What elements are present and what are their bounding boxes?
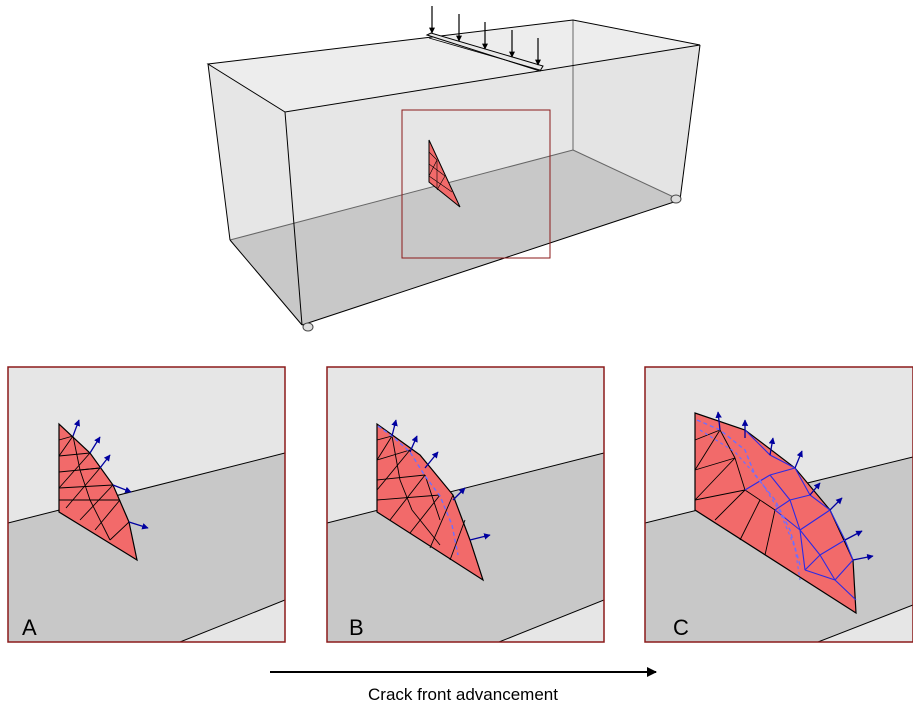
panel-label-b: B: [349, 615, 364, 640]
front-arrow-icon: [391, 419, 491, 541]
beam-right-face: [573, 20, 700, 200]
panel-label-c: C: [673, 615, 689, 640]
down-arrow-icon: [429, 6, 541, 66]
panel-label-a: A: [22, 615, 37, 640]
beam-edges: [206, 19, 701, 326]
front-arrow-icon: [72, 419, 149, 530]
caption-crack-front-advancement: Crack front advancement: [368, 685, 558, 704]
roller-support-icon: [670, 194, 682, 204]
panel-b: B: [326, 366, 605, 643]
front-arrow-icon: [715, 411, 874, 561]
beam-top-face: [208, 20, 700, 112]
beam-3d-view: [206, 6, 701, 332]
initial-crack: [428, 139, 461, 208]
beam-floor-face: [230, 150, 680, 325]
panel-a: A: [7, 366, 286, 643]
roller-support-icon: [302, 322, 314, 332]
inset-frame: [401, 109, 551, 259]
panel-c: C: [644, 366, 913, 643]
